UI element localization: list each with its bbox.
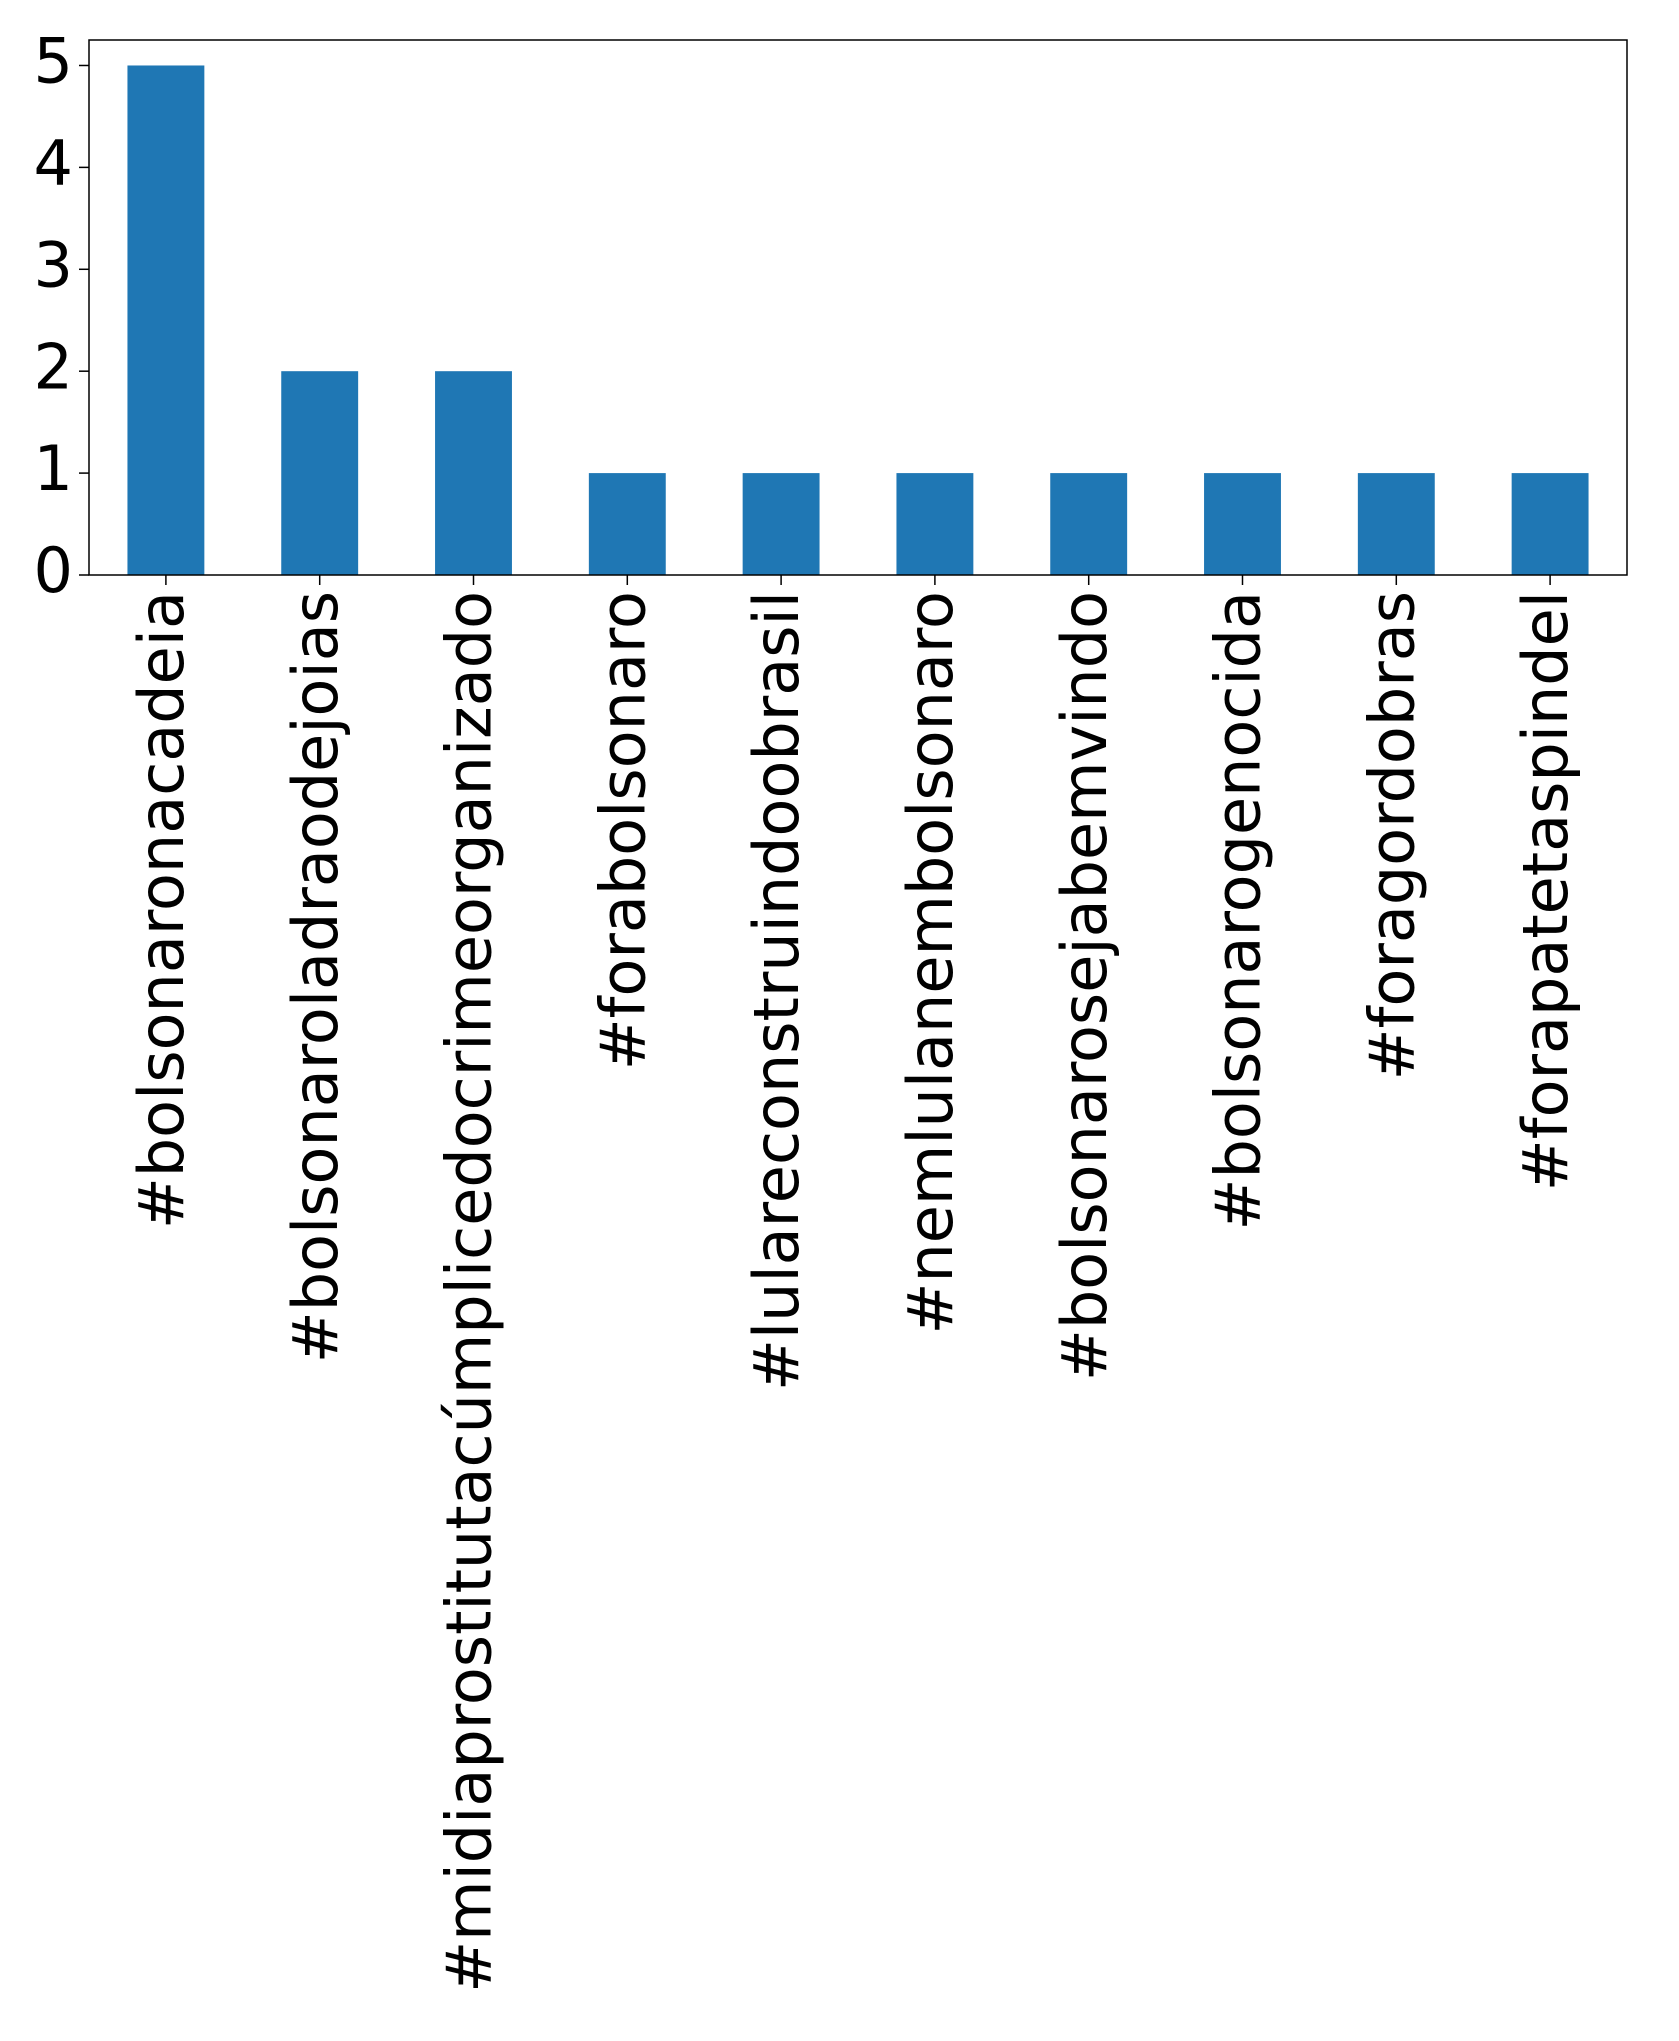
x-tick-label: #midiaprostitutacúmplicedocrimeorganizad… [433,591,506,1993]
x-tick-label: #lulareconstruindoobrasil [740,591,813,1391]
x-tick-label: #bolsonaronacadeia [125,591,198,1229]
x-tick-label: #foragordobras [1355,591,1428,1080]
x-tick-label: #forapatetaspindel [1509,591,1582,1191]
bar [127,65,205,575]
y-tick-label: 4 [34,126,73,199]
bar [281,371,359,575]
x-tick-label: #bolsonarosejabemvindo [1048,591,1121,1381]
y-tick-label: 2 [34,330,73,403]
x-tick-label: #bolsonaroladraodejoias [279,591,352,1363]
bar [1511,473,1589,575]
y-tick-label: 0 [34,534,73,607]
y-tick-label: 1 [34,432,73,505]
y-tick-label: 3 [34,228,73,301]
bar [1050,473,1128,575]
x-tick-label: #bolsonarogenocida [1202,591,1275,1230]
bar [742,473,820,575]
bar [1357,473,1435,575]
bar [1204,473,1281,575]
plot-frame [88,39,1628,576]
y-tick-label: 5 [34,25,73,98]
bar [435,371,512,575]
x-tick-label: #forabolsonaro [586,591,659,1070]
bar [896,473,974,575]
bar [588,473,666,575]
x-tick-label: #nemlulanembolsonaro [894,591,967,1334]
